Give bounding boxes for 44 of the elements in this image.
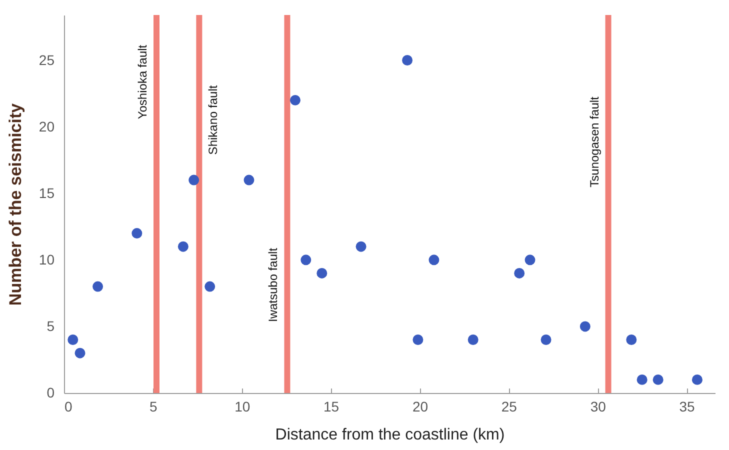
y-tick-label: 20 bbox=[38, 118, 55, 134]
x-tick-label: 5 bbox=[150, 398, 158, 414]
y-tick-label: 0 bbox=[46, 384, 55, 400]
point bbox=[356, 241, 366, 252]
point bbox=[636, 374, 648, 385]
point bbox=[626, 334, 637, 345]
point bbox=[402, 55, 413, 66]
point bbox=[428, 254, 440, 266]
ref-line-label: Shikano fault bbox=[206, 84, 220, 155]
point bbox=[132, 228, 142, 239]
x-tick-label: 10 bbox=[234, 398, 250, 414]
point bbox=[652, 374, 664, 385]
x-axis-title: Distance from the coastline (km) bbox=[275, 426, 505, 444]
y-tick-label: 10 bbox=[38, 251, 55, 268]
y-tick-label: 15 bbox=[38, 184, 55, 201]
point bbox=[692, 374, 702, 385]
point bbox=[468, 334, 478, 345]
x-tick-label: 20 bbox=[412, 398, 428, 414]
point bbox=[244, 174, 254, 186]
point bbox=[290, 94, 300, 106]
point bbox=[92, 281, 104, 292]
point bbox=[514, 268, 525, 278]
y-axis-title: Number of the seismicity bbox=[6, 102, 25, 306]
x-tick-label: 30 bbox=[590, 398, 606, 414]
point bbox=[74, 348, 86, 358]
point bbox=[300, 254, 312, 266]
point bbox=[580, 321, 590, 332]
point bbox=[412, 334, 424, 345]
point bbox=[540, 334, 552, 345]
x-tick-label: 0 bbox=[64, 398, 72, 414]
point bbox=[188, 174, 200, 186]
ref-line-label: Yoshioka fault bbox=[135, 44, 150, 120]
point bbox=[524, 254, 536, 266]
point bbox=[178, 241, 188, 252]
x-tick-label: 15 bbox=[324, 398, 340, 414]
point bbox=[68, 334, 78, 345]
point bbox=[316, 268, 328, 278]
y-tick-label: 5 bbox=[46, 318, 55, 334]
x-tick-label: 25 bbox=[501, 398, 518, 414]
x-tick-label: 35 bbox=[679, 398, 696, 414]
ref-line-label: Tsunogasen fault bbox=[587, 96, 602, 188]
point bbox=[204, 281, 216, 292]
y-tick-label: 25 bbox=[38, 52, 55, 68]
ref-line-label: Iwatsubo fault bbox=[266, 247, 280, 322]
